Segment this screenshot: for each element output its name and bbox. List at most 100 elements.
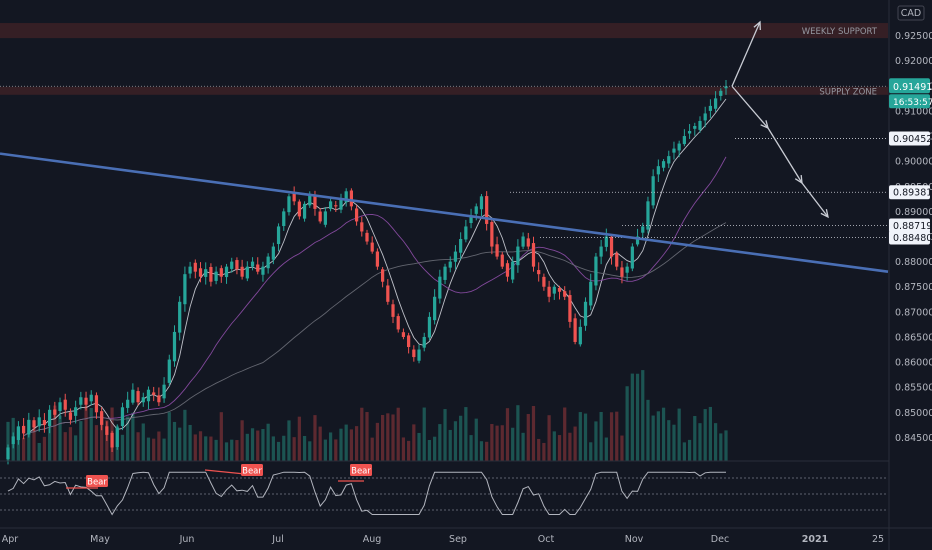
candle-body (386, 285, 390, 302)
volume-bar (511, 427, 515, 461)
price-axis[interactable]: CAD0.925000.920000.915000.910000.905000.… (888, 0, 932, 550)
time-axis[interactable]: Apr May Jun Jul Aug Sep Oct Nov Dec 2021 25 (0, 527, 932, 545)
candle-body (276, 226, 281, 245)
candle-body (74, 407, 78, 416)
volume-bar (521, 432, 525, 461)
candle-body (438, 276, 442, 299)
volume-bar (375, 422, 380, 461)
volume-bar (380, 414, 385, 461)
volume-bar (589, 442, 593, 461)
candle-body (459, 239, 463, 253)
volume-bar (646, 399, 650, 461)
candle-body (526, 238, 530, 247)
candle-body (198, 268, 203, 277)
volume-bar (308, 441, 312, 461)
volume-bar (183, 409, 187, 461)
volume-bar (656, 411, 660, 461)
candle-body (266, 256, 270, 269)
volume-bar (230, 439, 234, 461)
volume-bar (547, 415, 551, 461)
volume-bar (271, 436, 275, 461)
candle-body (380, 269, 385, 282)
volume-bar (448, 429, 452, 461)
current-price-box (889, 78, 930, 94)
countdown-box (889, 94, 930, 109)
volume-bar (453, 421, 458, 461)
volume-bar (42, 436, 47, 461)
candle-body (48, 409, 52, 427)
zone-band (0, 23, 888, 39)
volume-bar (724, 430, 728, 461)
bear-tag (241, 464, 263, 476)
level-price-label: 0.89381 (893, 188, 932, 199)
volume-bar (360, 407, 364, 461)
candle-body (505, 263, 510, 277)
trendline-layer (0, 152, 889, 273)
candle-body (131, 389, 135, 403)
volume-bar (599, 412, 603, 461)
candle-body (719, 90, 723, 96)
candle-body (703, 113, 707, 121)
volume-bar (443, 409, 447, 461)
candle-body (282, 211, 286, 227)
price-tick-label: 0.86000 (895, 358, 932, 369)
bear-tag-label: Bear (242, 467, 262, 477)
projection-arrow-down-3-head (820, 209, 829, 219)
candle-body (27, 419, 31, 435)
candle-body (698, 120, 702, 130)
candle-body (589, 281, 593, 306)
volume-bar (469, 435, 473, 461)
volume-bar (495, 425, 499, 461)
volume-bar (516, 405, 520, 461)
candle-body (375, 251, 380, 267)
candle-body (401, 332, 406, 337)
volume-bar (250, 428, 255, 461)
volume-bar (193, 434, 197, 461)
descending-trendline (0, 152, 889, 273)
time-tick-label: May (90, 534, 110, 545)
volume-bar (27, 430, 31, 461)
candle-body (568, 295, 572, 322)
volume-bar (693, 416, 697, 461)
volume-bar (6, 421, 10, 461)
candle-body (230, 261, 234, 269)
candle-body (625, 266, 629, 273)
volume-bar (531, 405, 536, 461)
bear-tag-label: Bear (87, 478, 107, 488)
candle-body (500, 254, 504, 267)
candle-body (656, 166, 660, 175)
volume-bar (141, 423, 145, 461)
moving-average-layer (23, 98, 727, 437)
volume-bar (235, 440, 239, 461)
volume-bar (422, 407, 426, 461)
candle-body (412, 349, 416, 358)
volume-bar (687, 439, 692, 461)
candle-body (547, 286, 551, 297)
candle-body (604, 236, 608, 247)
price-tick-label: 0.90000 (895, 157, 932, 168)
volume-bar (339, 428, 343, 461)
volume-bar (68, 427, 73, 461)
candle-body (162, 384, 166, 399)
currency-badge (897, 5, 925, 21)
projection-arrow-up-head (753, 20, 761, 31)
candle-body (297, 201, 301, 217)
candle-body (240, 266, 244, 277)
volume-bar (120, 434, 125, 461)
volume-bar (563, 407, 567, 461)
volume-bar (266, 423, 270, 461)
volume-bar (459, 415, 463, 461)
candle-body (516, 246, 520, 266)
candle-body (89, 394, 93, 402)
candle-body (271, 246, 275, 260)
volume-bar (537, 438, 541, 461)
volume-bar (323, 439, 327, 461)
volume-bar (407, 440, 411, 461)
supply-zone-label: SUPPLY ZONE (819, 87, 877, 97)
volume-bar (542, 442, 546, 461)
volume-bar (37, 442, 41, 461)
volume-bar (370, 437, 374, 461)
time-tick-label: 25 (872, 534, 884, 545)
